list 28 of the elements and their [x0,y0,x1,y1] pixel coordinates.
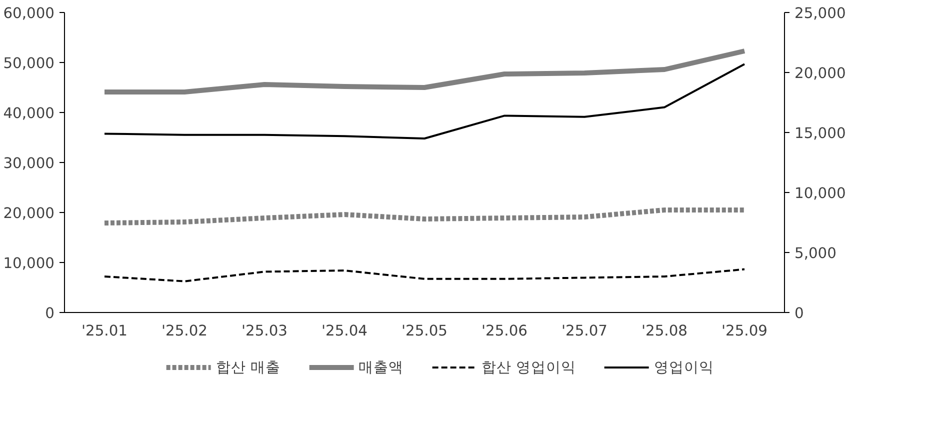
x-tick-label: '25.01 [82,322,128,340]
y-tick-label: 20,000 [3,205,55,222]
line-series [104,63,746,140]
y2-tick-label: 5,000 [794,245,836,262]
legend-label: 영업이익 [654,358,714,376]
x-tick-label: '25.04 [322,322,368,340]
y-tick-label: 50,000 [3,55,55,72]
x-tick-label: '25.03 [242,322,288,340]
x-tick-label: '25.02 [162,322,208,340]
y-tick-label: 10,000 [3,255,55,272]
x-tick-label: '25.08 [642,322,688,340]
y-tick-label: 0 [45,305,55,322]
y-tick-label: 40,000 [3,105,55,122]
y-tick-label: 60,000 [3,5,55,22]
x-tick-label: '25.06 [482,322,528,340]
line-series [104,268,746,282]
x-tick-label: '25.05 [402,322,448,340]
y2-tick-label: 25,000 [794,5,846,22]
legend-label: 합산 매출 [216,358,280,376]
y2-tick-label: 20,000 [794,65,846,82]
y2-tick-label: 15,000 [794,125,846,142]
x-tick-label: '25.09 [722,322,768,340]
y2-tick-label: 10,000 [794,185,846,202]
y-tick-label: 30,000 [3,155,55,172]
x-tick-label: '25.07 [562,322,608,340]
y2-tick-label: 0 [794,305,804,322]
legend-label: 합산 영업이익 [482,358,576,376]
legend-label: 매출액 [358,358,404,376]
